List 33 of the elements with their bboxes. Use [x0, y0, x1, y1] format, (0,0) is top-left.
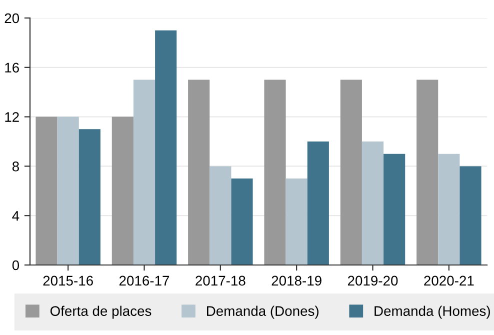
- bar: [264, 80, 286, 265]
- bar: [384, 154, 406, 265]
- x-tick-label: 2015-16: [43, 276, 93, 286]
- y-tick-label: 4: [12, 211, 20, 221]
- bar: [438, 154, 460, 265]
- y-tick-label: 8: [12, 162, 19, 172]
- bar: [362, 142, 384, 265]
- bar: [460, 166, 482, 265]
- bar: [416, 80, 438, 265]
- bar: [133, 80, 156, 265]
- legend-label: Demanda (Homes): [374, 306, 490, 319]
- y-tick-label: 20: [4, 13, 20, 24]
- bar: [78, 129, 100, 265]
- y-tick-label: 12: [5, 112, 19, 122]
- bar: [210, 166, 232, 265]
- bar: [231, 178, 253, 265]
- y-tick-label: 16: [5, 62, 19, 73]
- x-tick-label: 2018-19: [272, 276, 322, 286]
- x-tick-label: 2020-21: [424, 276, 474, 286]
- legend-label: Oferta de places: [50, 306, 152, 319]
- bar: [307, 142, 329, 265]
- bar: [36, 116, 58, 265]
- legend-label: Demanda (Dones): [207, 306, 318, 319]
- y-tick-label: 0: [12, 260, 20, 270]
- bar: [57, 116, 79, 265]
- bar: [112, 116, 134, 265]
- bar: [155, 30, 177, 265]
- x-tick-label: 2019-20: [348, 276, 398, 286]
- x-tick-label: 2016-17: [119, 276, 170, 286]
- bar: [188, 80, 210, 265]
- x-tick-label: 2017-18: [196, 276, 246, 286]
- bar: [340, 80, 362, 265]
- bar: [286, 178, 308, 265]
